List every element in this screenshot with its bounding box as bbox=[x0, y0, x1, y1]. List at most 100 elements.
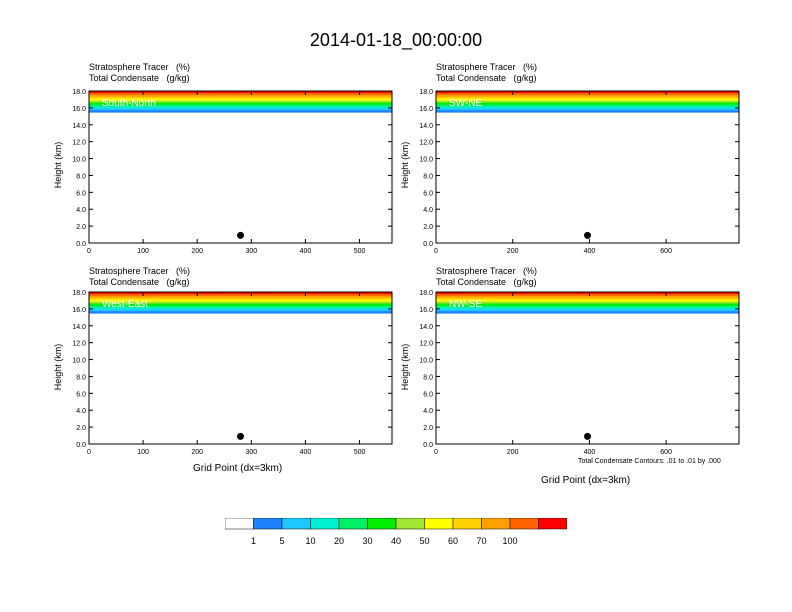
y-tick-label: 14.0 bbox=[72, 324, 86, 331]
tracer-band bbox=[89, 292, 392, 295]
tracer-band bbox=[89, 91, 392, 94]
tracer-band bbox=[89, 104, 392, 107]
panel-title-line1: Stratosphere Tracer (%) bbox=[89, 266, 191, 276]
tracer-band bbox=[89, 307, 392, 310]
page-title: 2014-01-18_00:00:00 bbox=[309, 30, 483, 50]
tracer-band bbox=[89, 301, 392, 305]
tracer-band bbox=[436, 311, 739, 314]
x-tick-label: 500 bbox=[354, 449, 366, 456]
colorbar-swatch bbox=[225, 518, 254, 530]
y-tick-label: 10.0 bbox=[419, 358, 433, 365]
tracer-band bbox=[436, 108, 739, 111]
x-tick-label: 400 bbox=[300, 449, 312, 456]
y-tick-label: 14.0 bbox=[419, 324, 433, 331]
colorbar-label: 30 bbox=[362, 536, 373, 546]
tracer-band bbox=[436, 303, 739, 306]
tracer-band bbox=[436, 104, 739, 107]
tracer-band bbox=[436, 301, 739, 305]
y-tick-label: 8.0 bbox=[423, 374, 433, 381]
tracer-band bbox=[89, 98, 392, 102]
tracer-band bbox=[89, 295, 392, 299]
colorbar bbox=[225, 518, 567, 530]
y-tick-label: 6.0 bbox=[423, 190, 433, 197]
location-marker bbox=[237, 432, 244, 440]
tracer-band bbox=[436, 292, 739, 295]
panel-title-line2: Total Condensate (g/kg) bbox=[89, 73, 190, 83]
x-axis-label-2: Grid Point (dx=3km) bbox=[541, 475, 631, 486]
colorbar-swatch bbox=[538, 518, 567, 530]
panel-title-line2: Total Condensate (g/kg) bbox=[89, 277, 190, 287]
panel-title-1: Stratosphere Tracer (%) Total Condensate… bbox=[89, 62, 190, 84]
colorbar-label: 1 bbox=[250, 536, 257, 546]
tracer-band bbox=[89, 305, 392, 308]
x-tick-label: 400 bbox=[584, 449, 596, 456]
y-tick-label: 6.0 bbox=[76, 391, 86, 398]
tracer-band bbox=[436, 106, 739, 109]
colorbar-swatch bbox=[338, 518, 368, 530]
tracer-band bbox=[436, 98, 739, 102]
panel-title-line2: Total Condensate (g/kg) bbox=[436, 277, 537, 287]
tracer-band bbox=[436, 293, 739, 297]
tracer-band bbox=[89, 311, 392, 314]
y-tick-label: 0.0 bbox=[423, 442, 433, 449]
location-marker bbox=[584, 432, 591, 440]
y-tick-label: 2.0 bbox=[423, 425, 433, 432]
tracer-band bbox=[436, 295, 739, 299]
colorbar-swatch bbox=[281, 518, 311, 530]
contour-footnote: Total Condensate Contours: .01 to .01 by… bbox=[578, 458, 721, 465]
panel-name: West-East bbox=[102, 299, 148, 310]
colorbar-swatch bbox=[310, 518, 340, 530]
y-tick-label: 2.0 bbox=[76, 425, 86, 432]
x-tick-label: 100 bbox=[137, 449, 149, 456]
y-tick-label: 12.0 bbox=[72, 140, 86, 147]
y-tick-label: 18.0 bbox=[72, 290, 86, 297]
x-axis-label-1: Grid Point (dx=3km) bbox=[193, 463, 283, 474]
tracer-band bbox=[89, 106, 392, 109]
panel-title-line1: Stratosphere Tracer (%) bbox=[436, 62, 538, 72]
y-tick-label: 6.0 bbox=[423, 391, 433, 398]
y-tick-label: 0.0 bbox=[76, 241, 86, 248]
y-tick-label: 6.0 bbox=[76, 190, 86, 197]
y-tick-label: 4.0 bbox=[76, 408, 86, 415]
tracer-band bbox=[89, 303, 392, 306]
plot-frame bbox=[435, 90, 740, 244]
tracer-band bbox=[89, 299, 392, 303]
tracer-band bbox=[436, 299, 739, 303]
colorbar-swatch bbox=[481, 518, 511, 530]
colorbar-swatch bbox=[509, 518, 539, 530]
colorbar-swatch bbox=[452, 518, 482, 530]
y-tick-label: 0.0 bbox=[423, 241, 433, 248]
panel-title-3: Stratosphere Tracer (%) Total Condensate… bbox=[89, 266, 190, 288]
x-tick-label: 400 bbox=[300, 248, 312, 255]
x-tick-label: 600 bbox=[660, 449, 672, 456]
tracer-band bbox=[436, 307, 739, 310]
plot-frame bbox=[435, 291, 740, 445]
y-axis-label-2: Height (km) bbox=[400, 141, 410, 189]
colorbar-label: 10 bbox=[305, 536, 316, 546]
x-tick-label: 400 bbox=[584, 248, 596, 255]
panel-west-east: 0.0 2.0 4.0 6.0 8.0 10.0 12.0 14.0 16.0 18.0 0 100 2… bbox=[72, 290, 393, 456]
colorbar-swatch bbox=[395, 518, 425, 530]
tracer-band bbox=[436, 102, 739, 105]
x-tick-label: 300 bbox=[245, 248, 257, 255]
y-tick-label: 14.0 bbox=[419, 123, 433, 130]
tracer-band bbox=[89, 102, 392, 105]
x-tick-label: 0 bbox=[87, 449, 91, 456]
tracer-band bbox=[436, 309, 739, 312]
y-axis-label-4: Height (km) bbox=[400, 343, 410, 391]
y-tick-label: 8.0 bbox=[76, 374, 86, 381]
x-tick-label: 200 bbox=[191, 449, 203, 456]
y-tick-label: 12.0 bbox=[419, 341, 433, 348]
panel-sw-ne: 0.0 2.0 4.0 6.0 8.0 10.0 12.0 14.0 16.0 18.0 0 200 4… bbox=[419, 89, 740, 255]
y-tick-label: 8.0 bbox=[423, 173, 433, 180]
tracer-band bbox=[436, 110, 739, 113]
location-marker bbox=[584, 231, 591, 239]
y-tick-label: 8.0 bbox=[76, 173, 86, 180]
x-tick-label: 0 bbox=[434, 248, 438, 255]
x-tick-label: 200 bbox=[507, 248, 519, 255]
colorbar-label: 40 bbox=[390, 536, 402, 546]
x-tick-label: 200 bbox=[191, 248, 203, 255]
panel-title-4: Stratosphere Tracer (%) Total Condensate… bbox=[436, 266, 537, 288]
colorbar-label: 5 bbox=[279, 536, 285, 546]
colorbar-label: 70 bbox=[476, 536, 487, 546]
